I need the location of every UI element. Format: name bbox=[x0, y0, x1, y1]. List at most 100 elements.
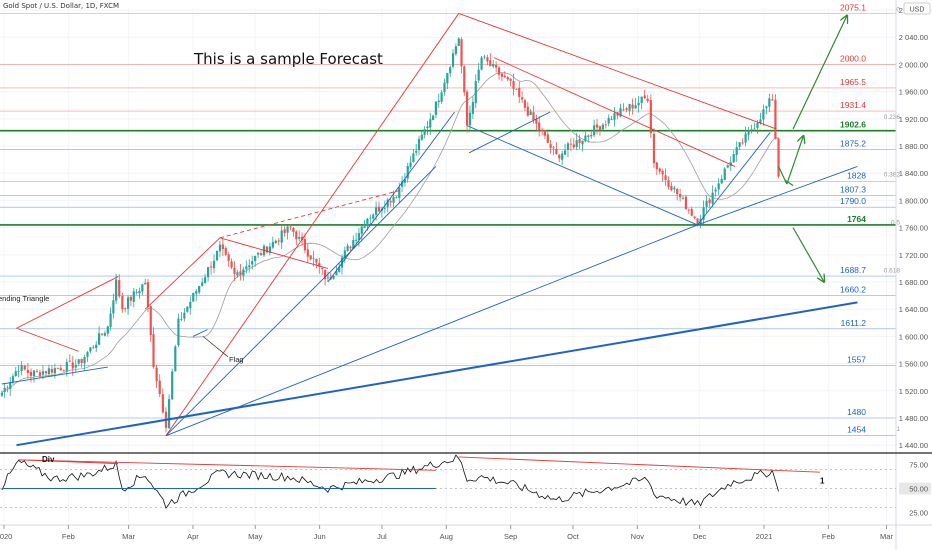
divergence-label: Div bbox=[42, 455, 55, 464]
candle-body bbox=[124, 308, 127, 310]
support-trendline bbox=[1, 366, 108, 385]
candle-body bbox=[360, 226, 363, 234]
price-tick-label: 2 040.00 bbox=[899, 33, 928, 42]
candle-body bbox=[590, 134, 593, 137]
candle-body bbox=[277, 240, 280, 242]
support-trendline bbox=[697, 132, 771, 226]
candle-body bbox=[693, 216, 696, 219]
candle-body bbox=[23, 365, 26, 370]
forecast-arrow bbox=[777, 166, 788, 185]
candle-body bbox=[206, 267, 210, 278]
candle-body bbox=[233, 267, 236, 274]
oscillator-value-badge bbox=[899, 482, 931, 495]
price-tick-label: 1 960.00 bbox=[899, 88, 928, 97]
candle-body bbox=[326, 277, 330, 279]
candle-body bbox=[180, 319, 183, 320]
candle-body bbox=[346, 245, 349, 251]
level-label: 1480 bbox=[847, 407, 866, 417]
time-tick-label: Mar bbox=[122, 532, 135, 541]
candle-body bbox=[132, 291, 135, 302]
candle-body bbox=[20, 365, 23, 371]
level-label: 1902.6 bbox=[840, 120, 866, 130]
candle-body bbox=[463, 66, 466, 93]
candle-body bbox=[335, 271, 338, 276]
candle-body bbox=[86, 352, 89, 357]
candle-body bbox=[183, 312, 186, 319]
candle-body bbox=[230, 261, 233, 268]
candle-body bbox=[581, 140, 584, 145]
price-tick-label: 1 600.00 bbox=[899, 332, 928, 341]
price-axis: 2 080.002 040.002 000.001 960.001 920.00… bbox=[895, 0, 931, 550]
level-label: 1660.2 bbox=[840, 284, 866, 294]
price-tick-label: 1 440.00 bbox=[899, 441, 928, 450]
candle-body bbox=[375, 207, 378, 215]
price-tick-label: 1 880.00 bbox=[899, 142, 928, 151]
resistance-trendline bbox=[16, 327, 79, 352]
candle-body bbox=[106, 326, 109, 334]
candle-body bbox=[315, 258, 318, 263]
candle-body bbox=[529, 111, 532, 115]
candle-body bbox=[201, 282, 204, 286]
price-tick-label: 1 520.00 bbox=[899, 387, 928, 396]
time-tick-label: Feb bbox=[62, 532, 75, 541]
candle-body bbox=[349, 246, 352, 248]
candle-body bbox=[215, 250, 219, 261]
candle-body bbox=[465, 91, 469, 126]
candle-body bbox=[198, 285, 201, 293]
fib-label: 0.618 bbox=[884, 268, 901, 275]
forecast-arrow bbox=[792, 227, 824, 282]
candle-body bbox=[286, 226, 289, 233]
candle-body bbox=[619, 108, 622, 117]
candle-body bbox=[625, 108, 628, 110]
fib-label: 0 bbox=[896, 6, 900, 13]
candle-body bbox=[640, 96, 643, 103]
price-tick-label: 1 720.00 bbox=[899, 251, 928, 260]
currency-badge-box bbox=[903, 2, 931, 15]
candle-body bbox=[121, 296, 124, 310]
candle-body bbox=[717, 183, 720, 190]
candle-body bbox=[676, 189, 679, 195]
candle-body bbox=[572, 144, 575, 148]
candle-body bbox=[587, 135, 590, 137]
candle-body bbox=[283, 229, 286, 234]
candle-body bbox=[771, 99, 774, 101]
candle-body bbox=[664, 175, 667, 181]
candle-body bbox=[0, 392, 4, 396]
candle-body bbox=[115, 279, 118, 301]
candle-body bbox=[483, 56, 486, 58]
candle-body bbox=[561, 153, 564, 160]
candle-body bbox=[357, 233, 361, 241]
candle-body bbox=[292, 227, 295, 232]
candle-body bbox=[714, 189, 717, 192]
oscillator-tick-label: 75.00 bbox=[909, 461, 928, 470]
candle-body bbox=[239, 271, 242, 275]
candle-body bbox=[646, 98, 649, 102]
time-tick-label: Feb bbox=[822, 532, 835, 541]
candle-body bbox=[523, 100, 527, 108]
price-tick-label: 1 920.00 bbox=[899, 115, 928, 124]
candle-body bbox=[14, 371, 17, 377]
oscillator-pane: Div 1 75.00 50.00 25.00 bbox=[0, 454, 931, 517]
candle-body bbox=[512, 80, 515, 89]
candle-body bbox=[3, 387, 6, 392]
candle-body bbox=[306, 249, 309, 257]
candle-body bbox=[189, 302, 192, 309]
candle-body bbox=[221, 244, 224, 249]
candle-body bbox=[634, 105, 637, 109]
candle-body bbox=[395, 197, 398, 199]
time-tick-label: Dec bbox=[693, 532, 707, 541]
candle-body bbox=[171, 371, 174, 400]
time-tick-label: Apr bbox=[187, 532, 199, 541]
candle-body bbox=[35, 370, 39, 372]
price-tick-label: 1 840.00 bbox=[899, 169, 928, 178]
candle-body bbox=[720, 178, 723, 184]
candle-body bbox=[77, 359, 80, 364]
candle-body bbox=[515, 89, 518, 90]
price-tick-label: 1 560.00 bbox=[899, 360, 928, 369]
currency-label: USD bbox=[910, 7, 925, 14]
resistance-trendline bbox=[493, 57, 736, 167]
candle-body bbox=[149, 306, 152, 335]
candle-body bbox=[248, 265, 251, 268]
